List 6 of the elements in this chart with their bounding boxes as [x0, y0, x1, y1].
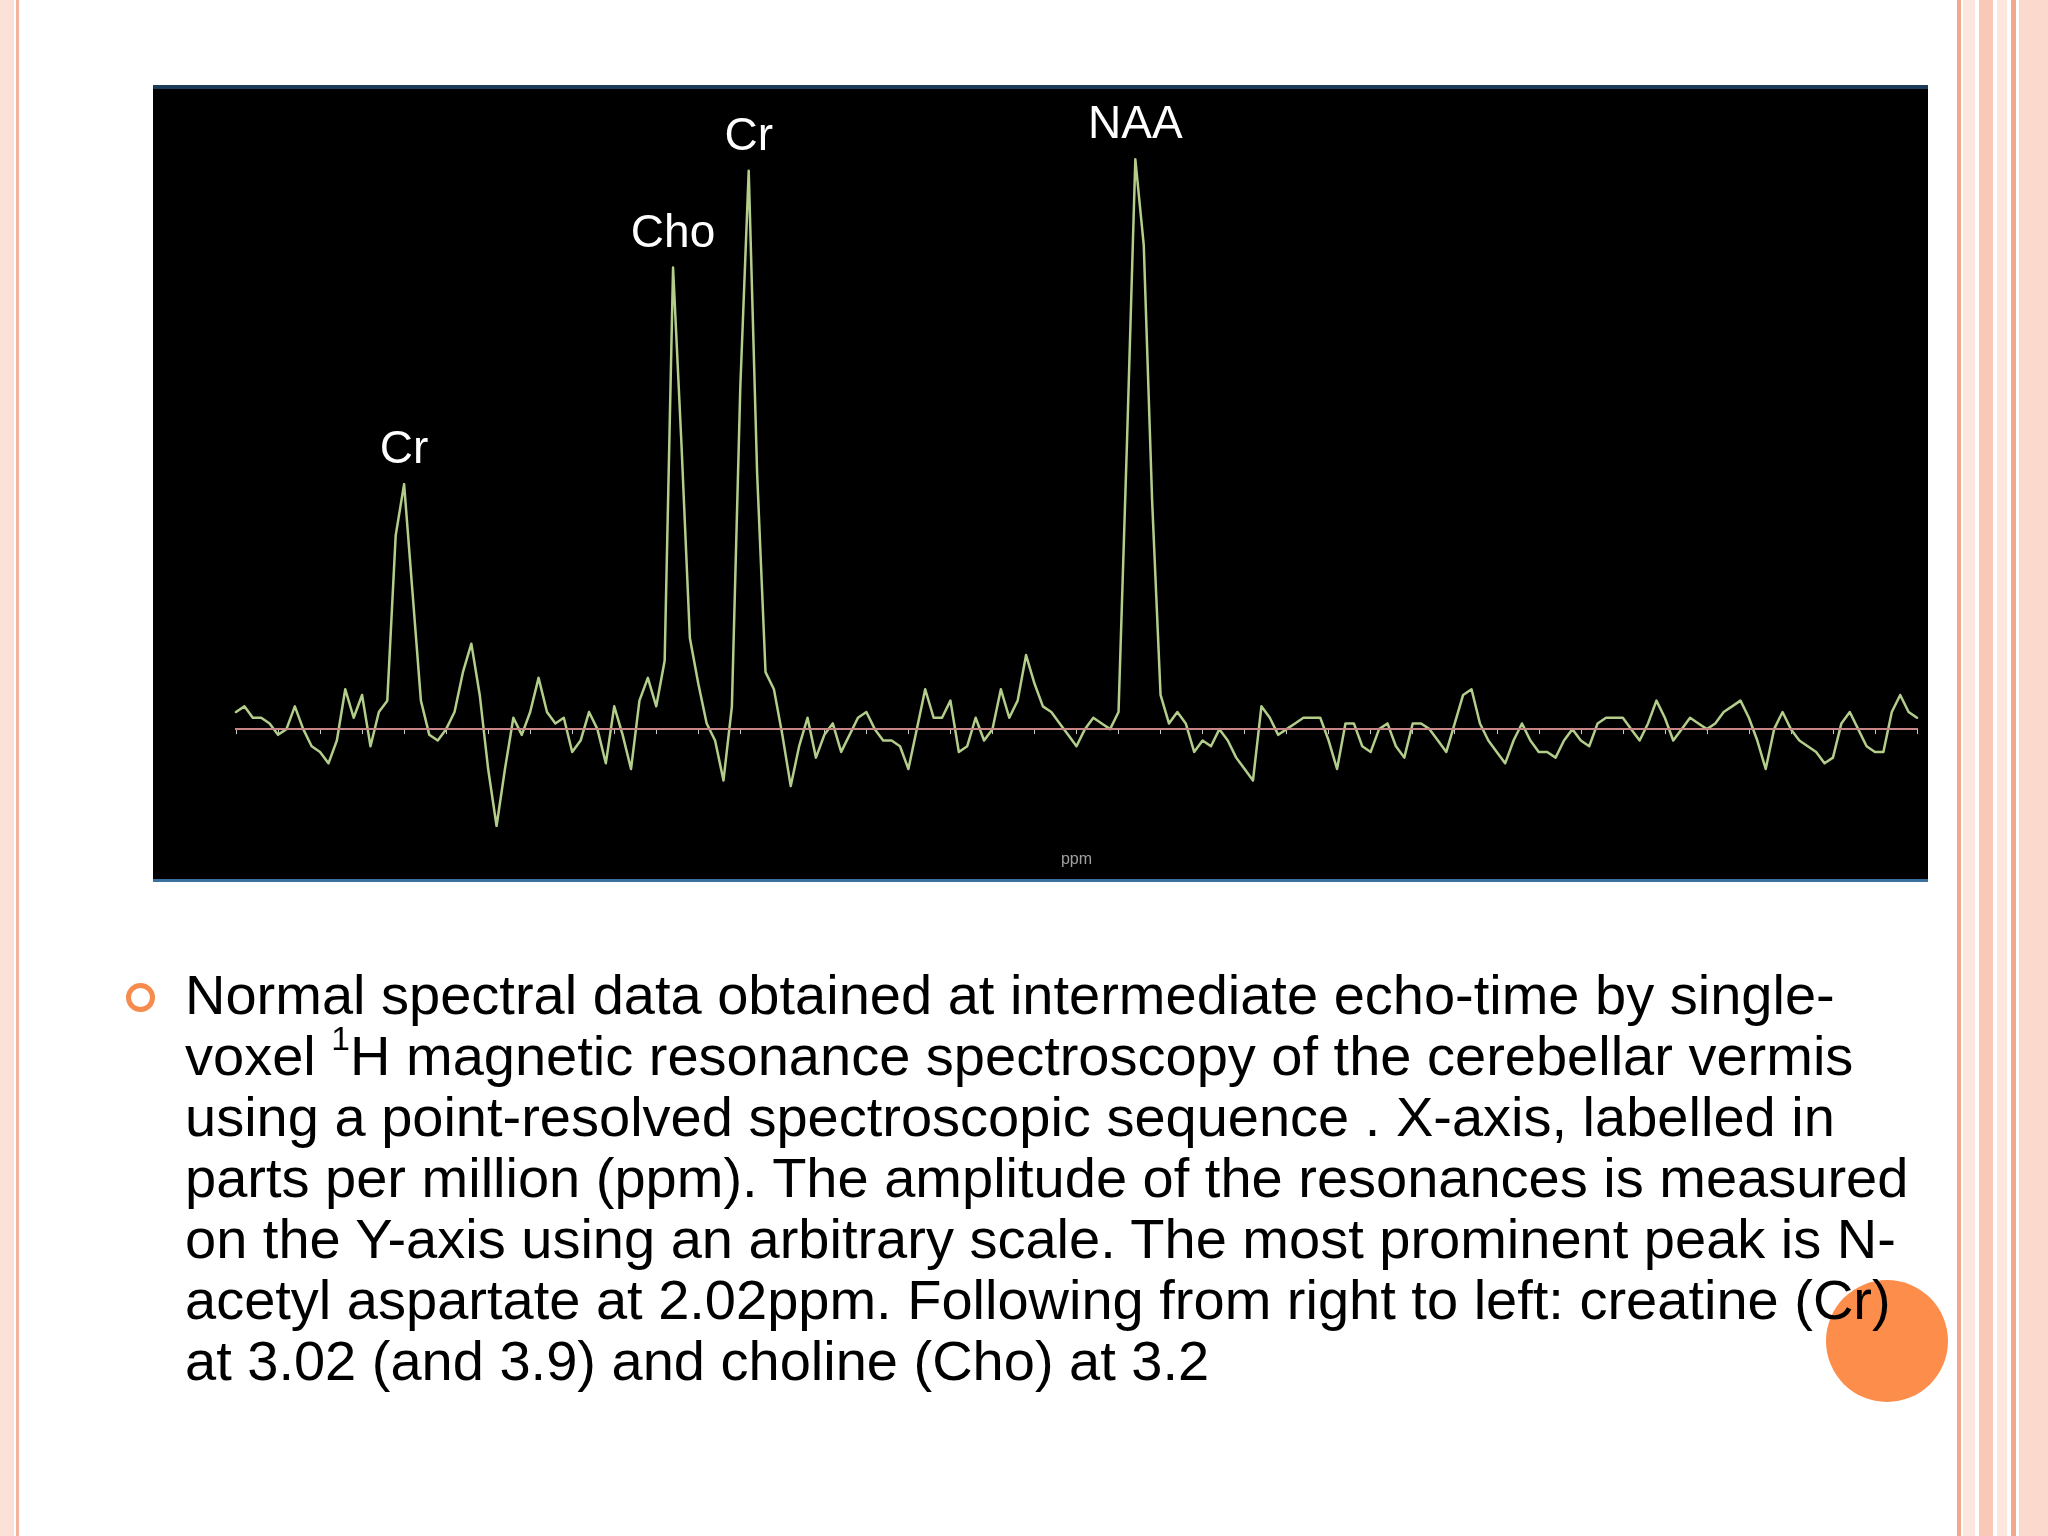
x-axis-title: ppm	[1060, 849, 1093, 867]
text: Normal spectral data obtained at intermediate echo-time by single-voxel $^{1}$H magnetic resonance spectroscopy of the cerebellar vermis using a point-resolved spectroscopic sequence . X-axis, labelled in parts per million (ppm). The amplitude of the resonances is measured on the Y-axis using an arbitrary scale. The most prominent peak is N-acetyl aspartate at 2.02ppm. Following from right to left: creatine (Cr) at 3.02 (and 3.9) and choline (Cho) at 3.2	[185, 963, 1909, 1392]
annotation: Cho	[630, 204, 716, 257]
annotation: Cr	[724, 107, 773, 160]
annotation: NAA	[1088, 96, 1183, 149]
annotation: Cr	[379, 421, 429, 474]
